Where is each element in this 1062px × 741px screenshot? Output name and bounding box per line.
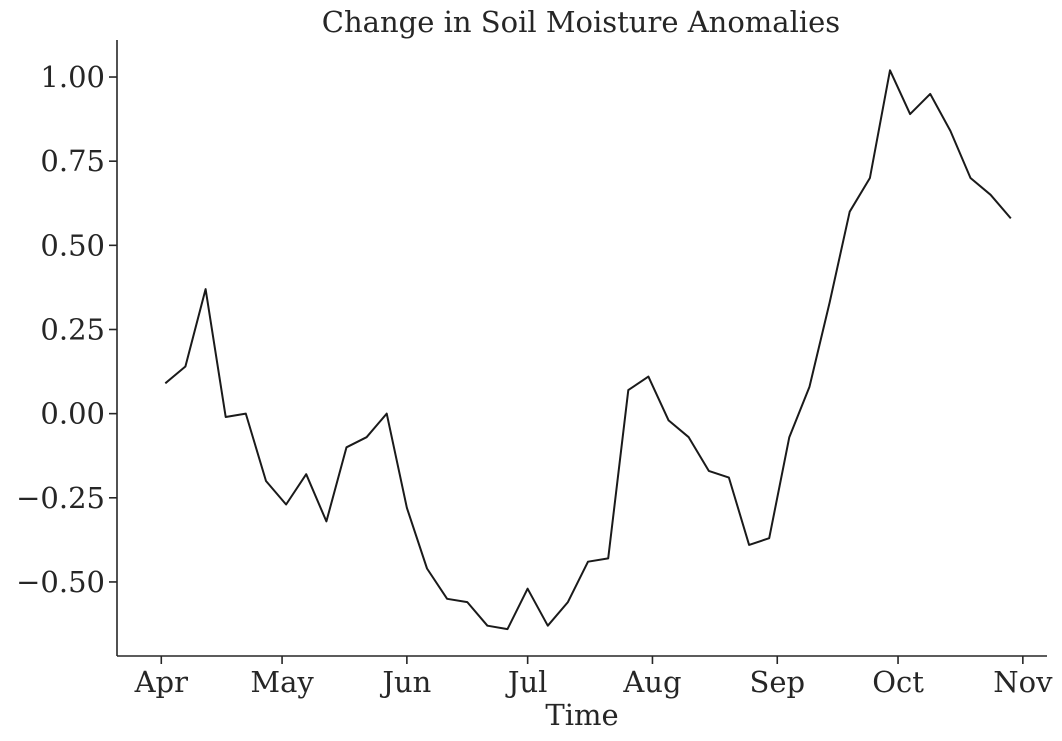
y-tick-label: 0.50	[40, 228, 105, 262]
series-line-0	[164, 69, 1012, 631]
x-tick-label: Oct	[872, 665, 924, 699]
x-axis: Apr May Jun Jul Aug Sep Oct Nov	[134, 656, 1053, 699]
x-tick-label: Sep	[749, 665, 805, 699]
y-tick-label: 0.25	[40, 312, 105, 346]
y-tick-label: 1.00	[40, 60, 105, 94]
y-tick-label: 0.00	[40, 397, 105, 431]
x-tick-label: May	[250, 665, 314, 699]
y-tick-label: −0.25	[16, 481, 105, 515]
x-tick-label: Apr	[134, 665, 189, 699]
y-axis: 1.00 0.75 0.50 0.25 0.00 −0.25 −0.50	[16, 60, 117, 599]
x-tick-label: Aug	[622, 665, 681, 699]
x-tick-label: Jun	[379, 665, 431, 699]
x-tick-label: Nov	[993, 665, 1053, 699]
chart-title: Change in Soil Moisture Anomalies	[322, 5, 840, 39]
x-axis-label: Time	[545, 698, 618, 732]
y-tick-label: −0.50	[16, 565, 105, 599]
plot-area	[164, 69, 1012, 631]
x-tick-label: Jul	[505, 665, 548, 699]
y-tick-label: 0.75	[40, 144, 105, 178]
